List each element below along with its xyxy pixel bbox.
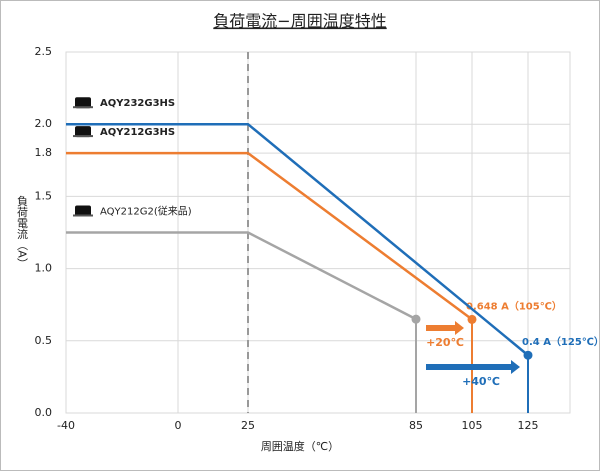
end-point xyxy=(411,314,421,324)
y-tick-label: 1.5 xyxy=(35,189,53,202)
end-label: 0.4 A（125℃） xyxy=(522,335,600,348)
arrow-head xyxy=(511,360,520,374)
x-tick-label: -40 xyxy=(57,419,75,432)
y-tick-label: 0.5 xyxy=(35,334,53,347)
end-point xyxy=(467,314,477,324)
legend-entry: AQY212G3HS xyxy=(73,126,175,138)
y-tick-label: 2.0 xyxy=(35,117,53,130)
x-tick-label: 85 xyxy=(409,419,423,432)
y-tick-label: 2.5 xyxy=(35,45,53,58)
legend-label: AQY212G2(従来品) xyxy=(100,205,192,218)
series-line xyxy=(66,122,529,357)
series-line xyxy=(66,151,473,321)
end-point xyxy=(523,350,533,360)
chip-pins xyxy=(73,106,93,109)
x-tick-label: 125 xyxy=(518,419,539,432)
arrow-label: +20℃ xyxy=(426,336,464,349)
series-line xyxy=(66,231,417,321)
chip-pins xyxy=(73,214,93,217)
x-tick-label: 105 xyxy=(462,419,483,432)
end-label: 0.648 A（105℃） xyxy=(466,299,562,312)
chip-icon xyxy=(75,97,91,109)
x-tick-label: 25 xyxy=(241,419,255,432)
x-axis-title: 周囲温度（℃） xyxy=(261,439,339,453)
y-tick-label: 0.0 xyxy=(35,406,53,419)
legend-label: AQY212G3HS xyxy=(100,127,175,138)
arrow-head xyxy=(455,321,464,335)
arrow-label: +40℃ xyxy=(462,375,500,388)
legend-label: AQY232G3HS xyxy=(100,98,175,109)
chip-pins xyxy=(73,135,93,138)
legend-entry: AQY232G3HS xyxy=(73,97,175,109)
chip-icon xyxy=(75,126,91,138)
x-tick-label: 0 xyxy=(175,419,182,432)
chart-title: 負荷電流−周囲温度特性 xyxy=(213,12,386,31)
y-tick-label: 1.8 xyxy=(35,146,53,159)
legend-entry: AQY212G2(従来品) xyxy=(73,205,192,218)
y-tick-label: 1.0 xyxy=(35,262,53,275)
y-axis-title: 負荷電流（A） xyxy=(16,195,29,269)
chip-icon xyxy=(75,205,91,217)
